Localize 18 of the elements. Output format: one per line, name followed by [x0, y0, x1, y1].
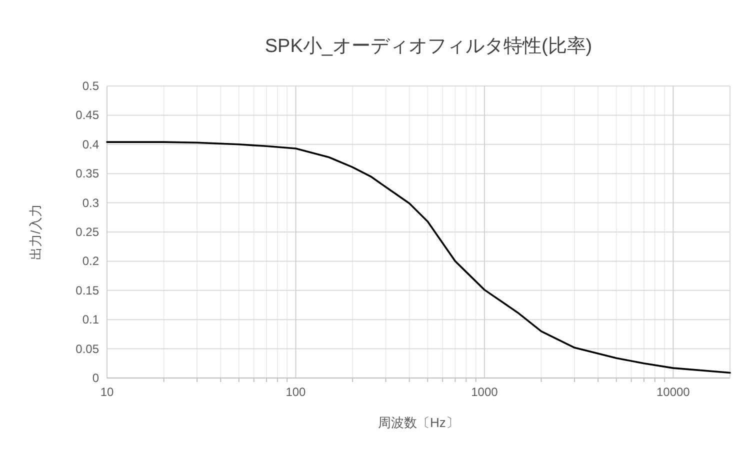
y-tick-label: 0.05	[76, 342, 100, 356]
y-axis-title: 出力/入力	[28, 204, 43, 260]
x-tick-label: 1000	[471, 385, 498, 399]
x-axis-title: 周波数〔Hz〕	[378, 415, 459, 430]
y-tick-label: 0.45	[76, 108, 100, 122]
y-tick-label: 0	[92, 371, 100, 385]
y-tick-label: 0.25	[76, 225, 100, 239]
y-tick-label: 0.2	[82, 254, 100, 268]
chart-title: SPK小_オーディオフィルタ特性(比率)	[264, 35, 592, 57]
y-tick-label: 0.5	[82, 79, 100, 93]
x-tick-label: 10000	[656, 385, 690, 399]
y-tick-label: 0.1	[82, 312, 100, 327]
y-tick-label: 0.4	[82, 137, 100, 152]
y-tick-label: 0.15	[76, 283, 100, 298]
x-tick-label: 10	[100, 385, 114, 399]
y-tick-label: 0.35	[76, 166, 100, 181]
y-tick-label: 0.3	[82, 196, 100, 210]
x-tick-label: 100	[286, 385, 306, 399]
